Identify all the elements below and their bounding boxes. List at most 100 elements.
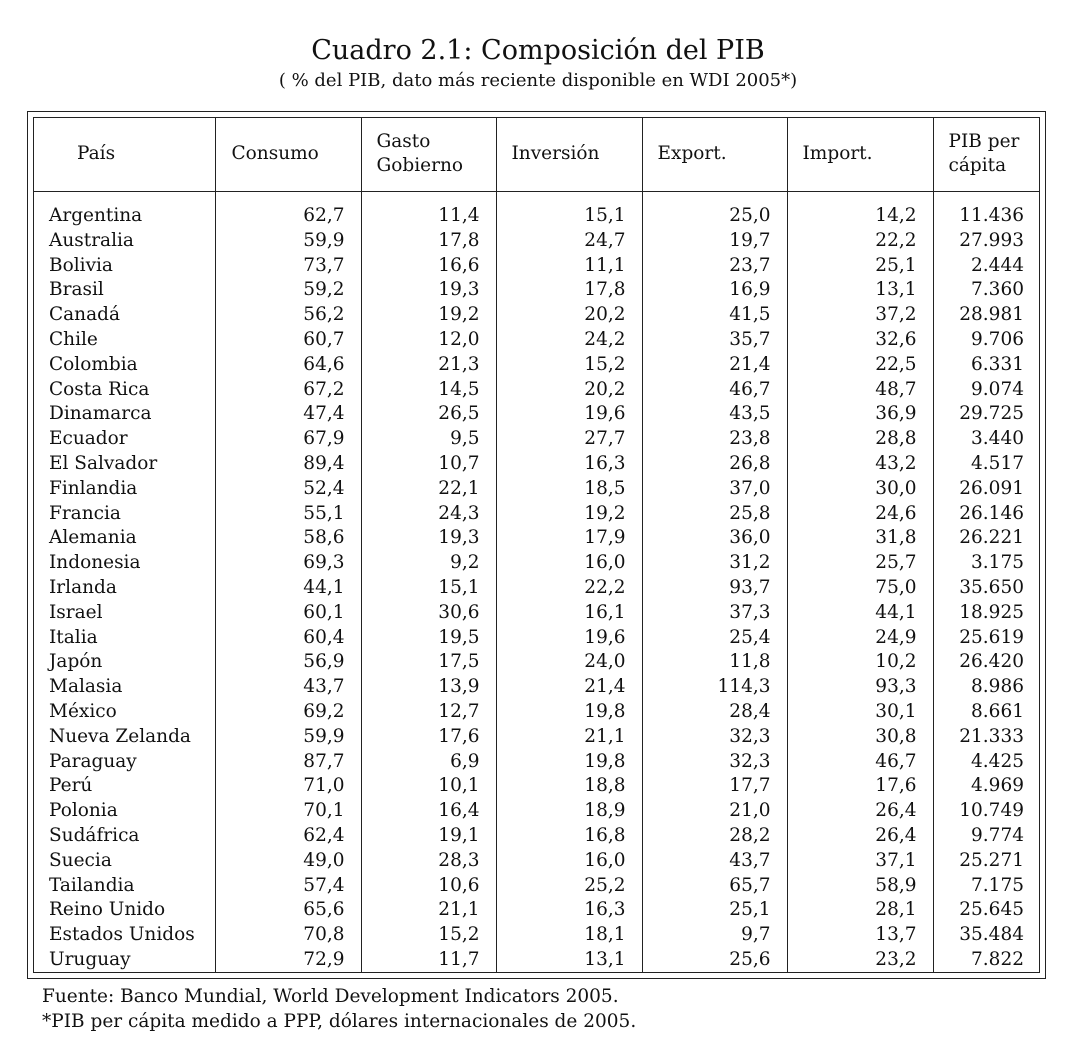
cell-gasto-gobierno: 9,5 [361, 427, 497, 452]
cell-gasto-gobierno: 17,8 [361, 228, 497, 254]
cell-inversion: 25,2 [496, 873, 643, 899]
cell-gasto-gobierno: 19,3 [361, 526, 497, 552]
table-row: Dinamarca 47,4 26,5 19,6 43,5 36,9 29.725 [33, 402, 1040, 428]
cell-gasto-gobierno: 22,1 [361, 476, 497, 502]
cell-import: 30,8 [787, 724, 934, 750]
footnote-source: Fuente: Banco Mundial, World Development… [42, 986, 619, 1007]
cell-import: 24,6 [787, 501, 934, 527]
cell-country: Reino Unido [33, 898, 216, 924]
cell-export: 16,9 [642, 278, 788, 304]
table-row: Polonia 70,1 16,4 18,9 21,0 26,4 10.749 [33, 799, 1040, 824]
cell-consumo: 59,9 [215, 228, 362, 254]
table-row: Indonesia 69,3 9,2 16,0 31,2 25,7 3.175 [33, 551, 1040, 576]
cell-pib-per-capita: 4.517 [971, 452, 1024, 474]
cell-export: 65,7 [642, 873, 788, 899]
cell-country: Ecuador [33, 427, 216, 452]
cell-pib-per-capita: 25.271 [959, 849, 1024, 871]
table-row: Reino Unido 65,6 21,1 16,3 25,1 28,1 25.645 [33, 898, 1040, 924]
cell-country: Nueva Zelanda [33, 724, 216, 750]
cell-inversion: 19,6 [496, 625, 643, 651]
cell-country: Bolivia [33, 253, 216, 279]
cell-export: 35,7 [642, 327, 788, 353]
cell-inversion: 24,2 [496, 327, 643, 353]
gdp-composition-table: País Consumo Gasto Gobierno Inversión Exp… [33, 117, 1040, 973]
cell-country: Costa Rica [33, 377, 216, 403]
cell-gasto-gobierno: 10,6 [361, 873, 497, 899]
cell-gasto-gobierno: 11,4 [361, 191, 497, 229]
cell-pib-per-capita: 26.221 [959, 527, 1024, 549]
cell-export: 32,3 [642, 724, 788, 750]
cell-export: 9,7 [642, 923, 788, 948]
cell-import: 10,2 [787, 650, 934, 676]
table-row: Ecuador 67,9 9,5 27,7 23,8 28,8 3.440 [33, 427, 1040, 452]
cell-export: 37,3 [642, 600, 788, 626]
cell-gasto-gobierno: 13,9 [361, 675, 497, 700]
cell-consumo: 60,1 [215, 600, 362, 626]
cell-consumo: 56,9 [215, 650, 362, 676]
cell-gasto-gobierno: 19,3 [361, 278, 497, 304]
cell-export: 25,0 [642, 191, 788, 229]
cell-consumo: 69,2 [215, 699, 362, 725]
cell-import: 43,2 [787, 451, 934, 477]
cell-country: Italia [33, 625, 216, 651]
cell-inversion: 20,2 [496, 377, 643, 403]
table-row: Costa Rica 67,2 14,5 20,2 46,7 48,7 9.074 [33, 377, 1040, 403]
table-body: Argentina 62,7 11,4 15,1 25,0 14,2 11.436 Austr… [33, 191, 1040, 973]
cell-pib-per-capita: 9.074 [971, 378, 1024, 400]
header-gasto-gobierno: Gasto Gobierno [361, 117, 497, 192]
cell-inversion: 19,8 [496, 699, 643, 725]
table-row: México 69,2 12,7 19,8 28,4 30,1 8.661 [33, 699, 1040, 725]
cell-import: 24,9 [787, 625, 934, 651]
cell-import: 58,9 [787, 873, 934, 899]
cell-consumo: 62,7 [215, 191, 362, 229]
cell-inversion: 21,1 [496, 724, 643, 750]
cell-gasto-gobierno: 6,9 [361, 749, 497, 775]
table-row: Estados Unidos 70,8 15,2 18,1 9,7 13,7 35.484 [33, 923, 1040, 948]
cell-gasto-gobierno: 10,1 [361, 774, 497, 800]
cell-import: 25,1 [787, 253, 934, 279]
cell-gasto-gobierno: 16,4 [361, 799, 497, 824]
cell-consumo: 60,4 [215, 625, 362, 651]
cell-country: Chile [33, 327, 216, 353]
cell-gasto-gobierno: 28,3 [361, 848, 497, 874]
table-row: Tailandia 57,4 10,6 25,2 65,7 58,9 7.175 [33, 873, 1040, 899]
cell-inversion: 22,2 [496, 575, 643, 601]
cell-export: 25,1 [642, 898, 788, 924]
cell-country: Paraguay [33, 749, 216, 775]
cell-pib-per-capita: 6.331 [971, 353, 1024, 375]
cell-pib-per-capita: 7.175 [971, 874, 1024, 896]
cell-inversion: 13,1 [496, 947, 643, 973]
cell-country: Australia [33, 228, 216, 254]
cell-import: 25,7 [787, 551, 934, 576]
cell-import: 36,9 [787, 402, 934, 428]
table-row: Israel 60,1 30,6 16,1 37,3 44,1 18.925 [33, 600, 1040, 626]
table-row: Suecia 49,0 28,3 16,0 43,7 37,1 25.271 [33, 848, 1040, 874]
cell-consumo: 59,9 [215, 724, 362, 750]
table-title: Cuadro 2.1: Composición del PIB [311, 35, 765, 66]
cell-consumo: 71,0 [215, 774, 362, 800]
cell-pib-per-capita: 8.661 [971, 700, 1024, 722]
cell-inversion: 20,2 [496, 303, 643, 328]
cell-export: 25,6 [642, 947, 788, 973]
cell-pib-per-capita: 21.333 [959, 725, 1024, 747]
cell-gasto-gobierno: 12,7 [361, 699, 497, 725]
cell-import: 28,1 [787, 898, 934, 924]
cell-export: 32,3 [642, 749, 788, 775]
cell-inversion: 19,2 [496, 501, 643, 527]
cell-consumo: 59,2 [215, 278, 362, 304]
cell-country: Irlanda [33, 575, 216, 601]
cell-consumo: 49,0 [215, 848, 362, 874]
table-row: Uruguay 72,9 11,7 13,1 25,6 23,2 7.822 [33, 947, 1040, 973]
cell-pib-per-capita: 4.425 [971, 750, 1024, 772]
cell-country: Alemania [33, 526, 216, 552]
cell-inversion: 16,3 [496, 898, 643, 924]
cell-export: 23,7 [642, 253, 788, 279]
cell-inversion: 11,1 [496, 253, 643, 279]
cell-pib-per-capita: 11.436 [959, 205, 1024, 226]
table-row: Australia 59,9 17,8 24,7 19,7 22,2 27.993 [33, 228, 1040, 254]
cell-pib-per-capita: 8.986 [971, 676, 1024, 698]
cell-gasto-gobierno: 10,7 [361, 451, 497, 477]
table-row: Canadá 56,2 19,2 20,2 41,5 37,2 28.981 [33, 303, 1040, 328]
cell-export: 28,4 [642, 699, 788, 725]
table-row: Nueva Zelanda 59,9 17,6 21,1 32,3 30,8 21.333 [33, 724, 1040, 750]
